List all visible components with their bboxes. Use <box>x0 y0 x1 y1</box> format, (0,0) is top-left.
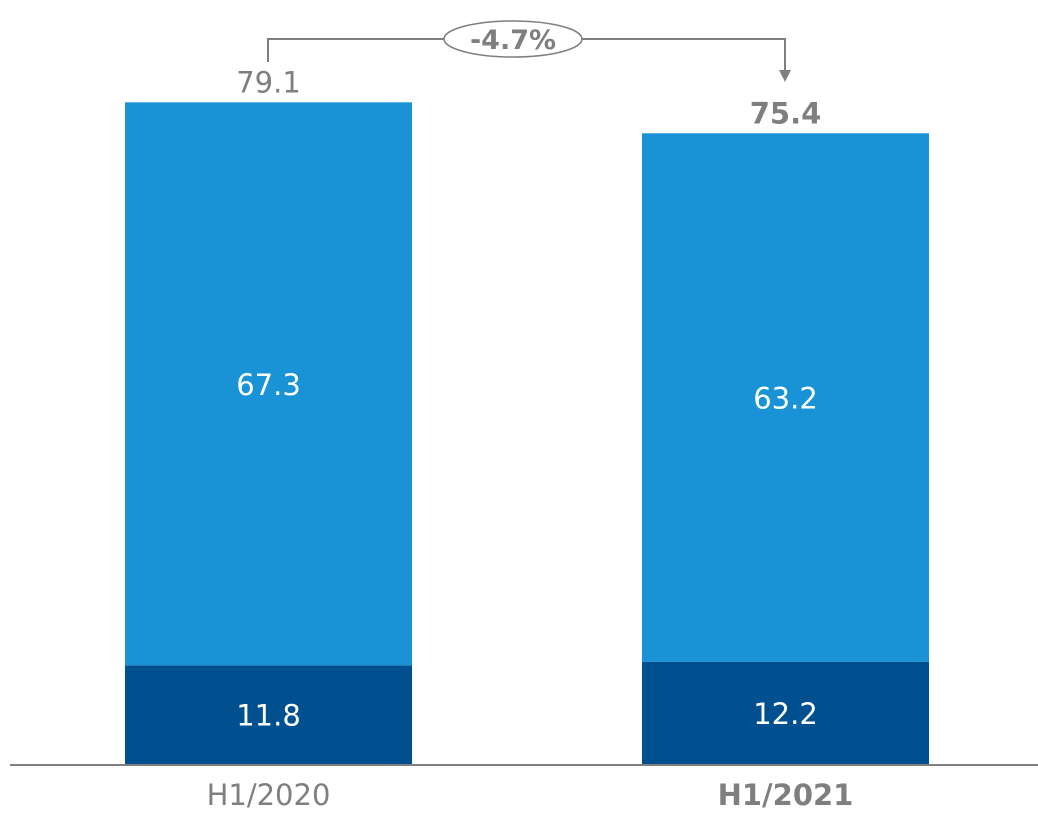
bar-segment-top-2 <box>642 133 929 662</box>
bar-total-label: 79.1 <box>236 65 301 99</box>
x-tick-label: H1/2021 <box>718 778 854 810</box>
bar-segment-top-1 <box>125 102 412 666</box>
bars-layer <box>125 102 929 764</box>
change-badge-label: -4.7% <box>470 25 556 56</box>
bar-segment-bottom-1 <box>125 665 412 764</box>
x-tick-label: H1/2020 <box>207 778 331 810</box>
bar-total-label: 75.4 <box>750 96 822 130</box>
bar-segment-value-label: 11.8 <box>236 699 301 733</box>
labels-layer: 11.8 67.3 79.1 H1/2020 12.2 63.2 75.4 H1/2021 <box>207 65 854 812</box>
bar-segment-bottom-2 <box>642 661 929 764</box>
bar-segment-value-label: 12.2 <box>753 697 818 731</box>
bar-segment-value-label: 67.3 <box>236 368 301 402</box>
bar-segment-value-label: 63.2 <box>753 382 818 416</box>
change-badge <box>443 20 583 58</box>
change-arrow-icon <box>779 70 791 82</box>
change-annotation: -4.7% <box>267 20 791 82</box>
